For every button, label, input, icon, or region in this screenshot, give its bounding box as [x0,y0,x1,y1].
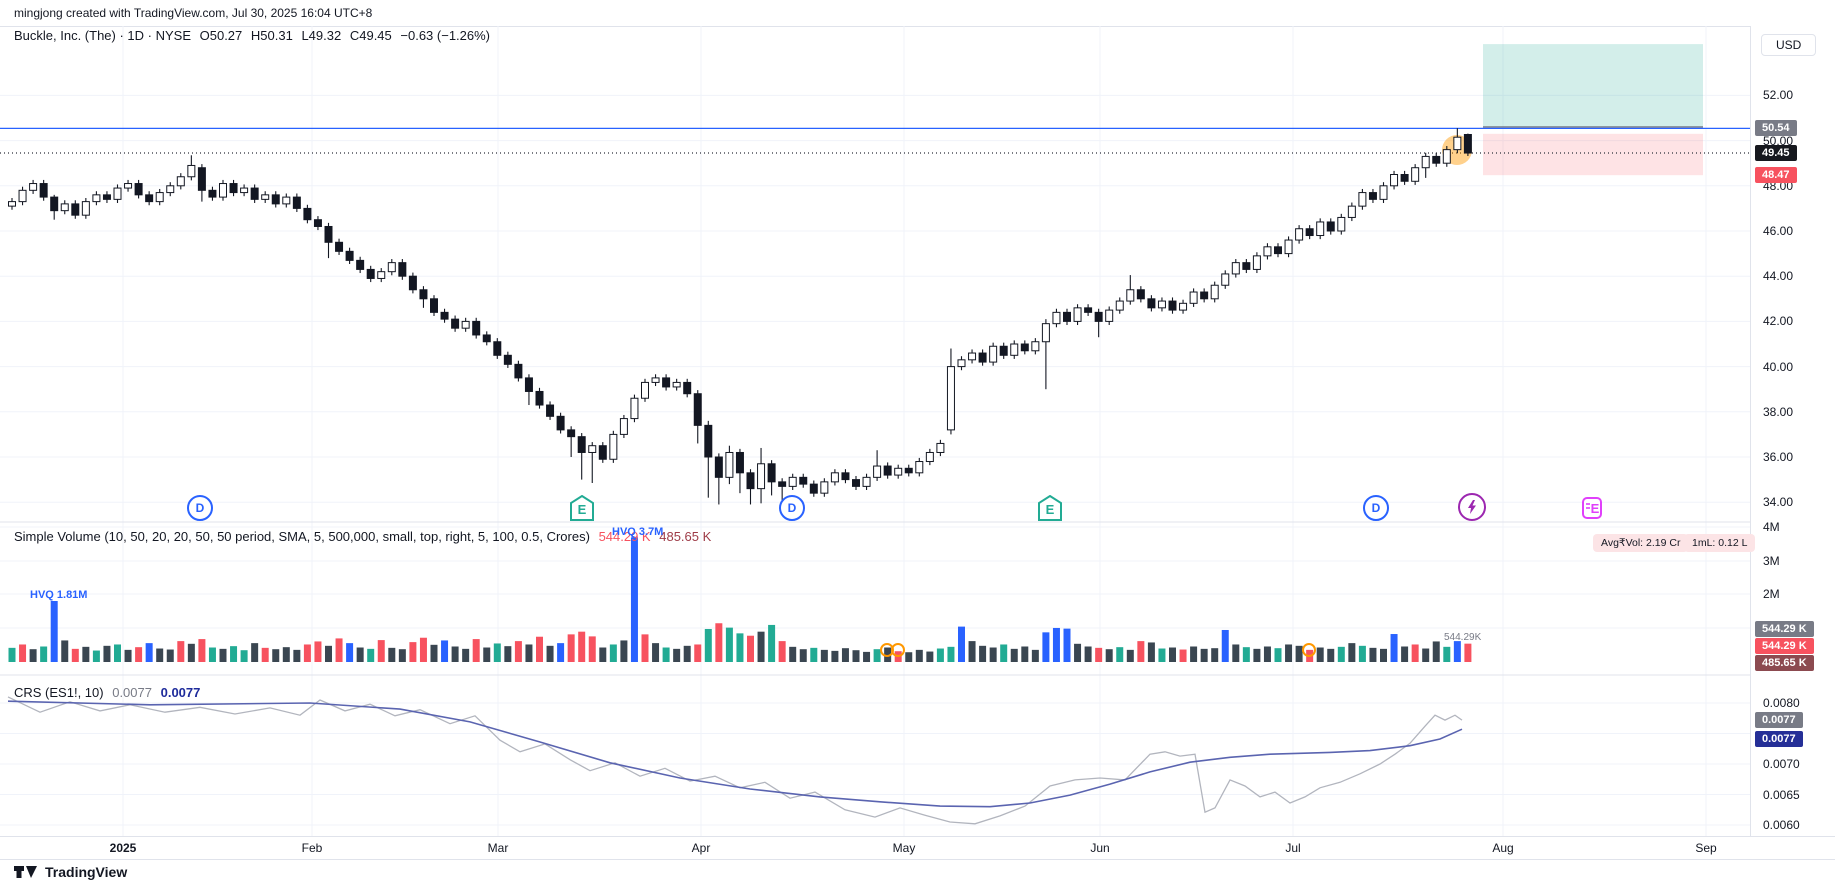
time-axis-label: Mar [487,841,509,855]
symbol-title: Buckle, Inc. (The) · 1D · NYSE [14,28,191,43]
symbol-legend[interactable]: Buckle, Inc. (The) · 1D · NYSE O50.27 H5… [14,28,495,43]
volume-value-1: 544.29 K [598,529,651,544]
crs-tick: 0.0060 [1763,818,1800,832]
time-axis-label: Jun [1090,841,1110,855]
crs-value-raw: 0.0077 [112,685,152,700]
future-earnings-icon[interactable]: E [1580,496,1604,520]
volume-badge: 544.29 K [1755,621,1814,637]
volume-value-2: 485.65 K [659,529,712,544]
tradingview-logo-text: TradingView [45,864,128,880]
alert-bolt-icon[interactable] [1458,493,1486,521]
price-tick: 42.00 [1763,314,1794,329]
hvq-label-2: HVQ 3.7M [612,526,664,538]
price-badge: 48.47 [1755,167,1797,184]
time-axis-label: 2025 [109,841,137,855]
svg-text:E: E [578,502,587,517]
volume-badge: 544.29 K [1755,638,1814,654]
volume-badge: 485.65 K [1755,655,1814,671]
avg-volume-badge: Avg₹Vol: 2.19 Cr [1593,534,1689,552]
crs-tick: 0.0070 [1763,757,1800,771]
dividend-marker-icon[interactable]: D [1363,495,1389,521]
crs-badge: 0.0077 [1755,731,1803,747]
ohlc-open: O50.27 [199,28,243,43]
volume-tick: 3M [1763,553,1780,568]
ohlc-change: −0.63 (−1.26%) [400,28,491,43]
attribution-bar [0,0,1835,27]
price-badge: 50.54 [1755,120,1797,137]
price-tick: 34.00 [1763,495,1794,510]
price-tick: 50.00 [1763,133,1794,148]
time-axis-label: Jul [1285,841,1301,855]
hvq-label-1: HVQ 1.81M [30,589,88,601]
earnings-marker-icon[interactable]: E [570,495,594,521]
lot-size-badge: 1mL: 0.12 L [1684,534,1756,552]
price-tick: 52.00 [1763,88,1794,103]
svg-text:E: E [1046,502,1055,517]
ohlc-close: C49.45 [349,28,392,43]
crs-indicator-legend[interactable]: CRS (ES1!, 10) 0.0077 0.0077 [14,685,205,700]
price-tick: 46.00 [1763,224,1794,238]
last-volume-label: 544.29K [1444,632,1482,643]
price-axis[interactable]: USD 52.00 50.00 48.00 46.00 44.00 42.00 40.00 3… [1750,26,1835,836]
volume-indicator-title: Simple Volume (10, 50, 20, 20, 50, 50 pe… [14,529,590,544]
dividend-marker-icon[interactable]: D [187,495,213,521]
crs-title: CRS (ES1!, 10) [14,685,104,700]
ohlc-low: L49.32 [301,28,342,43]
time-axis-label: Aug [1492,841,1514,855]
price-tick: 40.00 [1763,359,1794,374]
price-tick: 44.00 [1763,269,1794,284]
volume-tick: 2M [1763,587,1780,602]
svg-text:E: E [1591,501,1600,516]
ohlc-high: H50.31 [250,28,293,43]
time-axis-label: Apr [691,841,711,855]
crs-badge: 0.0077 [1755,712,1803,728]
crs-tick: 0.0080 [1763,696,1800,710]
time-axis[interactable]: 2025 Feb Mar Apr May Jun Jul Aug Sep [0,836,1835,860]
price-tick: 38.00 [1763,404,1794,419]
currency-label[interactable]: USD [1761,34,1817,56]
volume-tick: 4M [1763,520,1780,534]
tradingview-logo-icon [14,866,37,878]
crs-value-ma: 0.0077 [160,685,201,700]
tradingview-logo[interactable]: TradingView [14,864,127,880]
volume-indicator-legend[interactable]: Simple Volume (10, 50, 20, 20, 50, 50 pe… [14,529,716,544]
chart-canvas[interactable] [0,26,1835,836]
attribution-text: mingjong created with TradingView.com, J… [14,6,373,20]
earnings-marker-icon[interactable]: E [1038,495,1062,521]
time-axis-label: Feb [301,841,323,855]
crs-tick: 0.0065 [1763,787,1800,802]
price-badge: 49.45 [1755,145,1797,162]
price-tick: 36.00 [1763,450,1794,464]
time-axis-label: Sep [1695,841,1717,855]
dividend-marker-icon[interactable]: D [779,495,805,521]
time-axis-label: May [892,841,916,855]
